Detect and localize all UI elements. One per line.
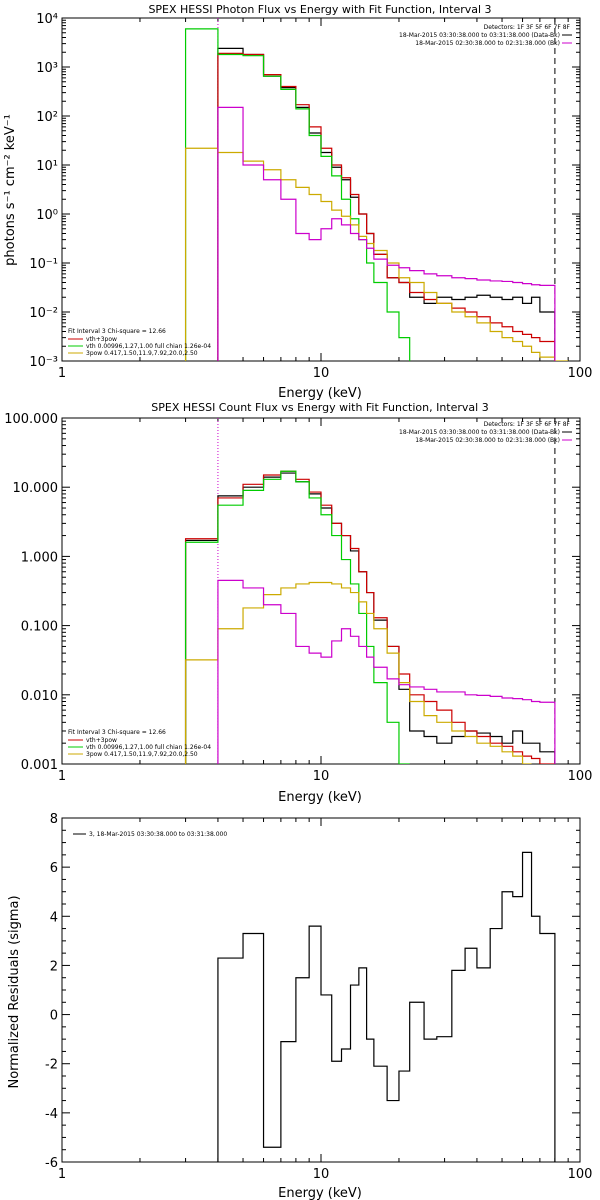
y-tick-label: 0.100: [21, 620, 58, 635]
legend-top-right: Detectors: 1F 3F 5F 6F 7F 8F 18-Mar-2015…: [399, 421, 572, 444]
legend-bottom-left: Fit Interval 3 Chi-square = 12.66 vth+3p…: [68, 729, 211, 758]
y-tick-label: -6: [45, 1156, 58, 1171]
x-tick-label: 1: [58, 1167, 66, 1182]
legend-entry: 3, 18-Mar-2015 03:30:38.000 to 03:31:38.…: [89, 831, 227, 838]
legend-entry: vth+3pow: [86, 737, 117, 744]
y-tick-label: 1.000: [21, 550, 58, 565]
legend-entry: 18-Mar-2015 03:30:38.000 to 03:31:38.000…: [399, 32, 560, 39]
count-flux-panel: SPEX HESSI Count Flux vs Energy with Fit…: [4, 401, 592, 805]
x-tick-label: 10: [313, 769, 330, 784]
x-tick-label: 100: [568, 366, 593, 381]
x-tick-label: 100: [568, 769, 593, 784]
legend-header: Fit Interval 3 Chi-square = 12.66: [68, 328, 166, 335]
legend-entry: 18-Mar-2015 02:30:38.000 to 02:31:38.000…: [415, 40, 560, 47]
legend-entry: 18-Mar-2015 02:30:38.000 to 02:31:38.000…: [415, 437, 560, 444]
legend-entry: vth 0.00996,1.27,1.00 full chian 1.26e-0…: [86, 343, 211, 350]
legend-entry: 18-Mar-2015 03:30:38.000 to 03:31:38.000…: [399, 429, 560, 436]
series-vth-3pow: [217, 52, 556, 361]
x-axis-label: Energy (keV): [278, 1186, 362, 1200]
x-tick-label: 10: [313, 1167, 330, 1182]
y-tick-label: 10⁻³: [29, 355, 58, 370]
plot-area: 1 10 100 10⁻³ 10⁻² 10⁻¹ 10⁰ 10¹ 10² 10³ 10⁴: [29, 12, 592, 381]
y-tick-label: 10¹: [36, 159, 58, 174]
y-tick-label: 0.010: [21, 689, 58, 704]
legend-top-right: Detectors: 1F 3F 5F 6F 7F 8F 18-Mar-2015…: [399, 24, 572, 47]
plot-area: 1 10 100 0.001 0.010 0.100 1.000 10.000 100.000: [4, 412, 592, 784]
y-axis-label: photons s⁻¹ cm⁻² keV⁻¹: [3, 114, 18, 266]
legend-bottom-left: Fit Interval 3 Chi-square = 12.66 vth+3p…: [68, 328, 211, 357]
x-axis-label: Energy (keV): [278, 386, 362, 401]
series-vth: [184, 470, 410, 764]
y-tick-label: 0: [50, 1009, 58, 1024]
y-axis-label: Normalized Residuals (sigma): [7, 895, 22, 1088]
legend-entry: vth+3pow: [86, 336, 117, 343]
y-tick-label: 10⁻¹: [29, 257, 58, 272]
x-tick-label: 1: [58, 366, 66, 381]
legend: 3, 18-Mar-2015 03:30:38.000 to 03:31:38.…: [73, 831, 227, 838]
y-tick-label: 10³: [36, 61, 58, 76]
y-tick-label: 4: [50, 910, 58, 925]
residuals-panel: 1 10 100 -6 -4 -2 0 2 4 6 8 Energy (keV) Normalize…: [7, 812, 592, 1200]
panel-title: SPEX HESSI Photon Flux vs Energy with Fi…: [148, 3, 491, 16]
y-tick-label: 10²: [36, 110, 58, 125]
series-3pow: [184, 581, 532, 764]
legend-entry: 3pow 0.417,1.50,11.9,7.92,20.0,2.50: [86, 751, 198, 758]
y-tick-label: 6: [50, 861, 58, 876]
panel-title: SPEX HESSI Count Flux vs Energy with Fit…: [151, 401, 488, 414]
x-tick-label: 1: [58, 769, 66, 784]
legend-entry: vth 0.00996,1.27,1.00 full chian 1.26e-0…: [86, 744, 211, 751]
y-tick-label: 10⁴: [36, 12, 58, 27]
y-tick-label: 10⁰: [36, 208, 58, 223]
x-tick-label: 100: [568, 1167, 593, 1182]
x-axis-label: Energy (keV): [278, 790, 362, 805]
series-bk: [217, 106, 556, 361]
legend-header: Detectors: 1F 3F 5F 6F 7F 8F: [484, 24, 571, 31]
y-tick-label: 8: [50, 812, 58, 827]
series-3-18-mar-2015-03-30-38-000-to-03-31-38-000: [217, 851, 556, 1162]
y-tick-label: 100.000: [4, 412, 58, 427]
y-tick-label: 2: [50, 959, 58, 974]
legend-entry: 3pow 0.417,1.50,11.9,7.92,20.0,2.50: [86, 350, 198, 357]
y-tick-label: 10⁻²: [29, 306, 58, 321]
plot-area: 1 10 100 -6 -4 -2 0 2 4 6 8: [45, 812, 592, 1182]
y-tick-label: 0.001: [21, 758, 58, 773]
x-tick-label: 10: [313, 366, 330, 381]
y-tick-label: -2: [45, 1058, 58, 1073]
y-tick-label: -4: [45, 1107, 58, 1122]
legend-header: Fit Interval 3 Chi-square = 12.66: [68, 729, 166, 736]
y-tick-label: 10.000: [13, 481, 59, 496]
series-bk: [217, 579, 556, 764]
legend-header: Detectors: 1F 3F 5F 6F 7F 8F: [484, 421, 571, 428]
series-vth: [184, 28, 411, 361]
photon-flux-panel: SPEX HESSI Photon Flux vs Energy with Fi…: [3, 3, 592, 401]
